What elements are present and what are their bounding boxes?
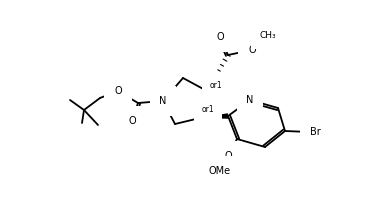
- Text: OMe: OMe: [209, 166, 231, 176]
- Text: or1: or1: [210, 82, 223, 90]
- Polygon shape: [200, 113, 228, 119]
- Text: O: O: [224, 151, 232, 161]
- Text: O: O: [248, 45, 256, 55]
- Text: Br: Br: [310, 127, 321, 137]
- Text: O: O: [128, 116, 136, 126]
- Text: or1: or1: [202, 106, 215, 114]
- Text: N: N: [159, 96, 167, 106]
- Text: N: N: [246, 95, 254, 105]
- Text: O: O: [216, 32, 224, 42]
- Text: CH₃: CH₃: [260, 30, 276, 39]
- Text: O: O: [114, 86, 122, 96]
